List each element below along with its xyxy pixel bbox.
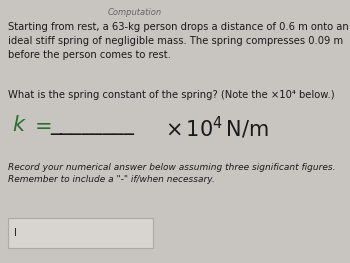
FancyBboxPatch shape: [8, 218, 153, 248]
Text: Record your numerical answer below assuming three significant figures.
Remember : Record your numerical answer below assum…: [8, 163, 336, 185]
Text: ________: ________: [50, 115, 134, 135]
Text: Computation: Computation: [108, 8, 162, 17]
Text: What is the spring constant of the spring? (Note the ×10⁴ below.): What is the spring constant of the sprin…: [8, 90, 335, 100]
Text: I: I: [14, 228, 17, 238]
Text: Starting from rest, a 63-kg person drops a distance of 0.6 m onto an
ideal stiff: Starting from rest, a 63-kg person drops…: [8, 22, 349, 60]
Text: $\times\,10^4\,\mathrm{N/m}$: $\times\,10^4\,\mathrm{N/m}$: [165, 115, 269, 141]
Text: $k$: $k$: [12, 115, 27, 135]
Text: $=$: $=$: [30, 115, 51, 135]
